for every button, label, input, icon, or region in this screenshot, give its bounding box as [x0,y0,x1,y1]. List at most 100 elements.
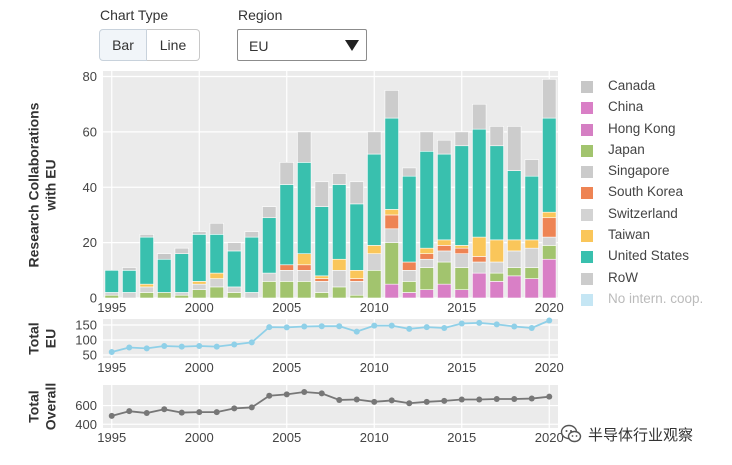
point-overall-2000[interactable] [196,409,203,416]
point-eu-1996[interactable] [126,344,133,351]
point-overall-2008[interactable] [336,396,343,403]
bar-segment-row-2003[interactable] [244,231,259,238]
bar-segment-switzerland-2011[interactable] [384,228,399,243]
point-eu-2020[interactable] [546,317,553,324]
bar-segment-row-2006[interactable] [297,131,312,163]
bar-segment-switzerland-2009[interactable] [349,281,364,296]
bar-segment-united-states-2000[interactable] [192,234,207,282]
bar-segment-taiwan-2017[interactable] [489,239,504,263]
bar-segment-united-states-2002[interactable] [227,250,242,288]
point-overall-2014[interactable] [441,397,448,404]
bar-segment-taiwan-2009[interactable] [349,270,364,279]
point-overall-2017[interactable] [493,396,500,403]
bar-segment-japan-2002[interactable] [227,292,242,299]
bar-segment-united-states-2015[interactable] [454,145,469,246]
bar-segment-china-2013[interactable] [419,289,434,299]
bar-segment-switzerland-2014[interactable] [437,250,452,263]
point-eu-2006[interactable] [301,323,308,330]
bar-segment-japan-1997[interactable] [139,292,154,299]
bar-segment-japan-1995[interactable] [104,294,119,299]
bar-segment-united-states-1998[interactable] [157,258,172,293]
bar-segment-south-korea-2009[interactable] [349,278,364,282]
bar-segment-row-2008[interactable] [332,173,347,185]
bar-segment-switzerland-2018[interactable] [507,250,522,268]
bar-segment-switzerland-2012[interactable] [402,270,417,282]
point-overall-1995[interactable] [108,412,115,419]
bar-segment-japan-2006[interactable] [297,281,312,299]
bar-segment-united-states-1996[interactable] [122,270,137,293]
bar-segment-south-korea-2005[interactable] [279,264,294,271]
bar-segment-united-states-2012[interactable] [402,175,417,263]
bar-segment-taiwan-2013[interactable] [419,247,434,255]
bar-segment-taiwan-2000[interactable] [192,281,207,285]
point-eu-2018[interactable] [511,323,518,330]
bar-segment-taiwan-2015[interactable] [454,245,469,249]
bar-segment-japan-2019[interactable] [524,267,539,279]
bar-segment-south-korea-2015[interactable] [454,247,469,255]
bar-segment-china-2020[interactable] [542,258,557,299]
point-eu-2015[interactable] [458,320,465,327]
point-eu-2019[interactable] [528,325,535,331]
bar-segment-japan-2007[interactable] [314,292,329,299]
bar-segment-united-states-2014[interactable] [437,153,452,241]
bar-segment-switzerland-1995[interactable] [104,292,119,296]
bar-segment-row-1999[interactable] [174,247,189,255]
point-overall-1999[interactable] [178,409,185,416]
bar-segment-united-states-2019[interactable] [524,175,539,241]
bar-segment-china-2019[interactable] [524,278,539,299]
bar-segment-switzerland-2005[interactable] [279,270,294,282]
point-overall-2001[interactable] [213,409,220,416]
point-eu-2003[interactable] [248,339,255,346]
bar-segment-switzerland-2001[interactable] [209,278,224,288]
bar-segment-row-2018[interactable] [507,126,522,171]
bar-segment-united-states-2005[interactable] [279,184,294,266]
point-eu-1995[interactable] [108,349,115,355]
point-eu-2001[interactable] [213,343,220,350]
point-overall-1997[interactable] [143,410,150,417]
bar-segment-united-states-2011[interactable] [384,117,399,210]
point-eu-2004[interactable] [266,324,273,331]
bar-segment-south-korea-2012[interactable] [402,261,417,271]
bar-segment-row-2012[interactable] [402,167,417,177]
bar-segment-row-2005[interactable] [279,162,294,185]
bar-segment-japan-2000[interactable] [192,289,207,299]
bar-segment-switzerland-2003[interactable] [244,292,259,299]
bar-segment-row-2016[interactable] [472,103,487,130]
bar-segment-japan-2014[interactable] [437,261,452,285]
point-overall-2006[interactable] [301,389,308,396]
point-overall-2018[interactable] [511,396,518,403]
point-eu-2000[interactable] [196,343,203,349]
point-eu-1999[interactable] [178,343,185,350]
bar-segment-row-2019[interactable] [524,159,539,177]
bar-segment-united-states-2003[interactable] [244,236,259,293]
bar-segment-united-states-1997[interactable] [139,236,154,285]
bar-segment-switzerland-2007[interactable] [314,281,329,293]
bar-segment-united-states-2004[interactable] [262,217,277,274]
bar-segment-row-2000[interactable] [192,231,207,235]
bar-segment-switzerland-2004[interactable] [262,272,277,282]
bar-segment-south-korea-2020[interactable] [542,217,557,238]
point-overall-2004[interactable] [266,392,273,399]
point-eu-2016[interactable] [476,319,483,326]
bar-segment-taiwan-2006[interactable] [297,253,312,266]
point-eu-2008[interactable] [336,323,343,330]
bar-segment-taiwan-1997[interactable] [139,283,154,288]
bar-segment-taiwan-2019[interactable] [524,239,539,249]
bar-segment-taiwan-2001[interactable] [209,272,224,279]
bar-segment-switzerland-2013[interactable] [419,258,434,268]
point-eu-2010[interactable] [371,322,378,329]
bar-segment-china-2012[interactable] [402,292,417,299]
bar-segment-row-2010[interactable] [367,131,382,155]
bar-segment-row-2002[interactable] [227,242,242,252]
bar-segment-switzerland-2008[interactable] [332,270,347,288]
bar-segment-japan-2017[interactable] [489,272,504,282]
bar-segment-south-korea-2007[interactable] [314,278,329,282]
bar-segment-taiwan-2018[interactable] [507,239,522,252]
bar-segment-switzerland-2017[interactable] [489,261,504,274]
point-eu-1998[interactable] [161,343,168,349]
bar-segment-united-states-2020[interactable] [542,117,557,213]
bar-segment-taiwan-2010[interactable] [367,245,382,255]
point-eu-2002[interactable] [231,341,238,348]
point-eu-2009[interactable] [353,328,360,335]
bar-segment-japan-2004[interactable] [262,281,277,299]
